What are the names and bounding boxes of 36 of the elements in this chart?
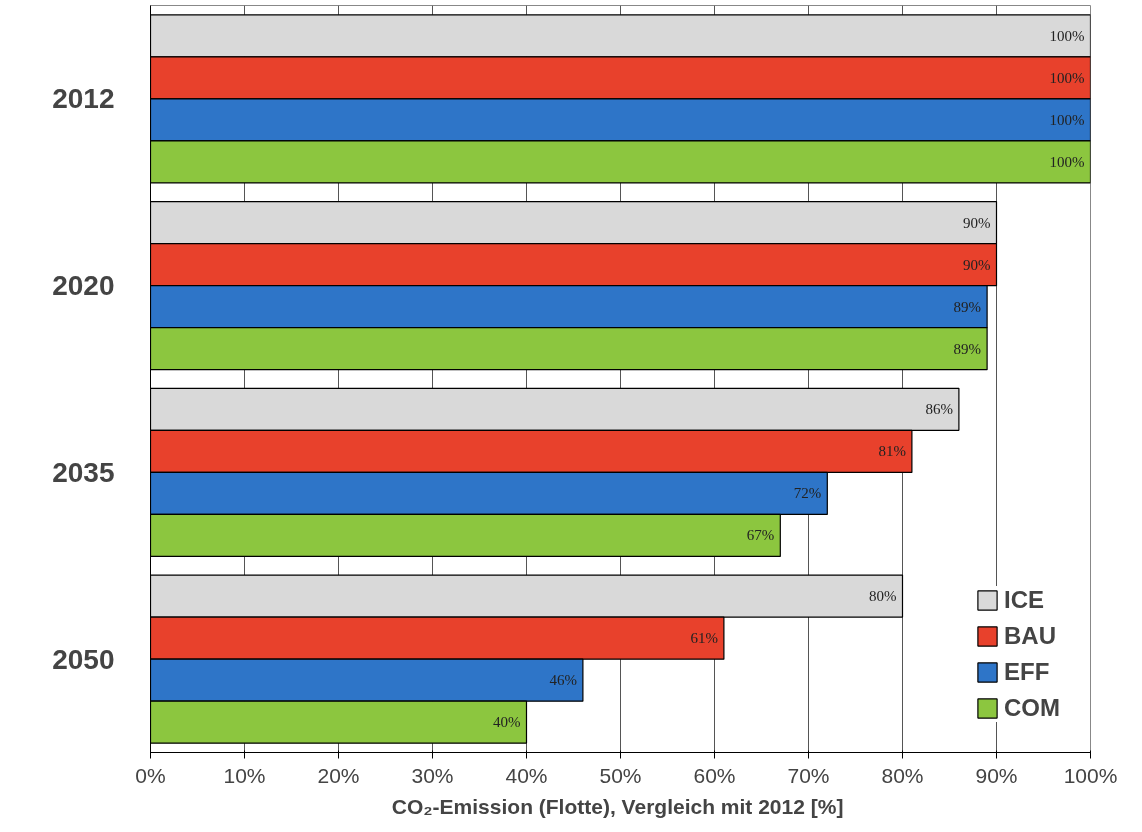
data-label: 72% [793, 485, 822, 502]
data-label: 86% [925, 401, 953, 418]
x-tick-label: 70% [787, 763, 830, 787]
y-tick-label: 2012 [52, 83, 115, 115]
x-tick-label: 10% [223, 763, 266, 787]
x-tick-label: 90% [975, 763, 1018, 787]
y-tick-label: 2035 [52, 456, 115, 488]
data-label: 100% [1049, 27, 1085, 44]
data-label: 100% [1049, 69, 1085, 86]
legend-label: ICE [1004, 586, 1045, 614]
legend-label: COM [1004, 694, 1060, 722]
data-label: 67% [746, 527, 775, 544]
x-axis-title: CO₂-Emission (Flotte), Vergleich mit 2012 [%] [391, 794, 844, 818]
data-label: 89% [953, 298, 982, 315]
data-label: 46% [549, 672, 577, 689]
data-label: 90% [963, 256, 991, 273]
data-label: 100% [1049, 111, 1085, 128]
x-tick-label: 80% [881, 763, 924, 787]
data-label: 80% [869, 588, 897, 605]
data-label: 89% [953, 340, 982, 357]
legend-label: BAU [1004, 622, 1056, 650]
x-tick-label: 30% [411, 763, 454, 787]
data-label: 90% [963, 214, 991, 231]
legend-label: EFF [1004, 658, 1050, 686]
x-tick-label: 60% [693, 763, 736, 787]
y-tick-label: 2020 [52, 270, 115, 302]
x-tick-label: 50% [599, 763, 642, 787]
data-label: 81% [878, 443, 906, 460]
data-label: 61% [690, 630, 718, 647]
x-tick-label: 40% [505, 763, 548, 787]
data-label: 40% [493, 714, 521, 731]
data-label: 100% [1049, 153, 1085, 170]
x-tick-label: 100% [1063, 763, 1118, 787]
y-tick-label: 2050 [52, 643, 115, 675]
x-tick-label: 20% [317, 763, 360, 787]
x-tick-label: 0% [135, 763, 166, 787]
